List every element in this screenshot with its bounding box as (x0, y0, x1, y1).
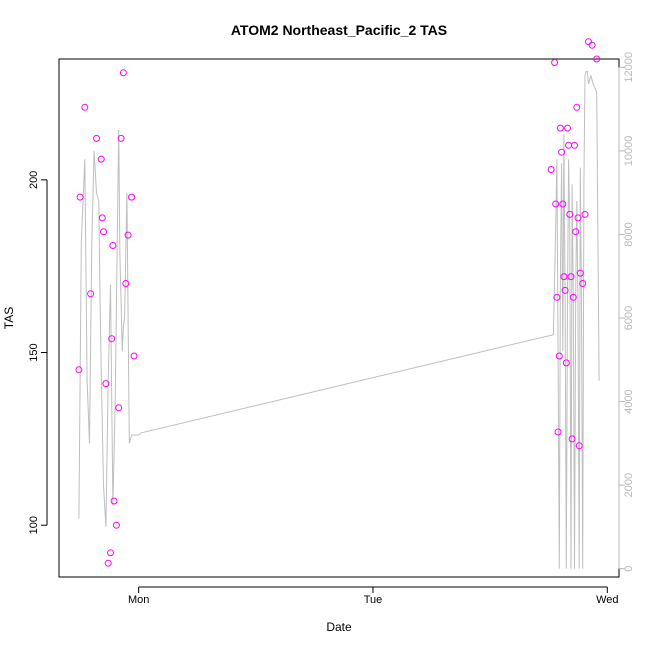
chart-title: ATOM2 Northeast_Pacific_2 TAS (231, 22, 447, 38)
data-point (104, 559, 112, 567)
left-tick-label: 100 (28, 516, 40, 534)
data-point (107, 549, 114, 557)
data-point (87, 290, 95, 298)
data-point (585, 38, 592, 46)
data-point (98, 214, 106, 222)
left-axis: 100 150 200 (28, 171, 48, 534)
series-points-group (75, 38, 601, 567)
data-point (130, 352, 138, 360)
data-point (100, 228, 107, 236)
right-tick-label: 4000 (623, 389, 635, 413)
right-tick-label: 12000 (623, 52, 635, 83)
data-point (561, 286, 569, 294)
data-point (119, 69, 127, 77)
data-point (76, 193, 84, 201)
data-point (102, 380, 110, 388)
data-point (122, 280, 130, 287)
right-axis: 0 2000 4000 6000 8000 10000 12000 (618, 52, 635, 572)
data-point (97, 155, 105, 163)
data-point (572, 228, 580, 236)
data-point (573, 103, 581, 111)
data-point (553, 293, 561, 301)
data-point (565, 141, 573, 149)
x-tick-label: Tue (364, 594, 383, 606)
left-tick-label: 200 (28, 171, 40, 189)
data-point (551, 59, 559, 66)
data-point (576, 269, 584, 277)
series-line-group (78, 71, 600, 569)
right-tick-label: 2000 (623, 473, 635, 497)
data-point (574, 214, 582, 222)
data-point (593, 55, 601, 63)
data-point (579, 280, 587, 287)
data-point (552, 200, 560, 208)
right-tick-label: 8000 (623, 222, 635, 246)
data-point (108, 335, 116, 343)
data-point (571, 141, 578, 149)
series-line-0 (78, 71, 600, 569)
data-point (124, 231, 132, 239)
right-tick-label: 10000 (623, 136, 635, 167)
x-axis-label: Date (326, 620, 352, 634)
data-point (109, 242, 117, 249)
data-point (115, 404, 123, 412)
data-point (93, 134, 100, 142)
data-point (562, 359, 570, 367)
data-point (558, 148, 566, 156)
data-point (81, 103, 89, 111)
data-point (554, 428, 562, 436)
data-point (569, 293, 577, 301)
data-point (128, 193, 136, 201)
data-point (564, 124, 571, 132)
data-point (547, 166, 555, 173)
data-point (568, 435, 576, 443)
y-axis-label: TAS (2, 307, 16, 329)
bottom-axis: Mon Tue Wed (128, 586, 618, 606)
data-point (560, 273, 568, 281)
x-tick-label: Mon (128, 594, 149, 606)
data-point (110, 497, 118, 505)
data-point (575, 442, 583, 450)
plot-area-frame (58, 58, 620, 578)
data-point (588, 41, 596, 49)
data-point (112, 521, 120, 529)
data-point (566, 210, 574, 218)
data-point (556, 124, 564, 132)
right-tick-label: 0 (623, 566, 635, 572)
data-point (75, 366, 83, 374)
data-point (117, 134, 125, 142)
data-point (567, 273, 575, 281)
x-tick-label: Wed (596, 594, 618, 606)
left-tick-label: 150 (28, 343, 40, 361)
data-point (555, 352, 563, 360)
right-tick-label: 6000 (623, 306, 635, 330)
data-point (581, 210, 589, 218)
data-point (559, 200, 567, 208)
